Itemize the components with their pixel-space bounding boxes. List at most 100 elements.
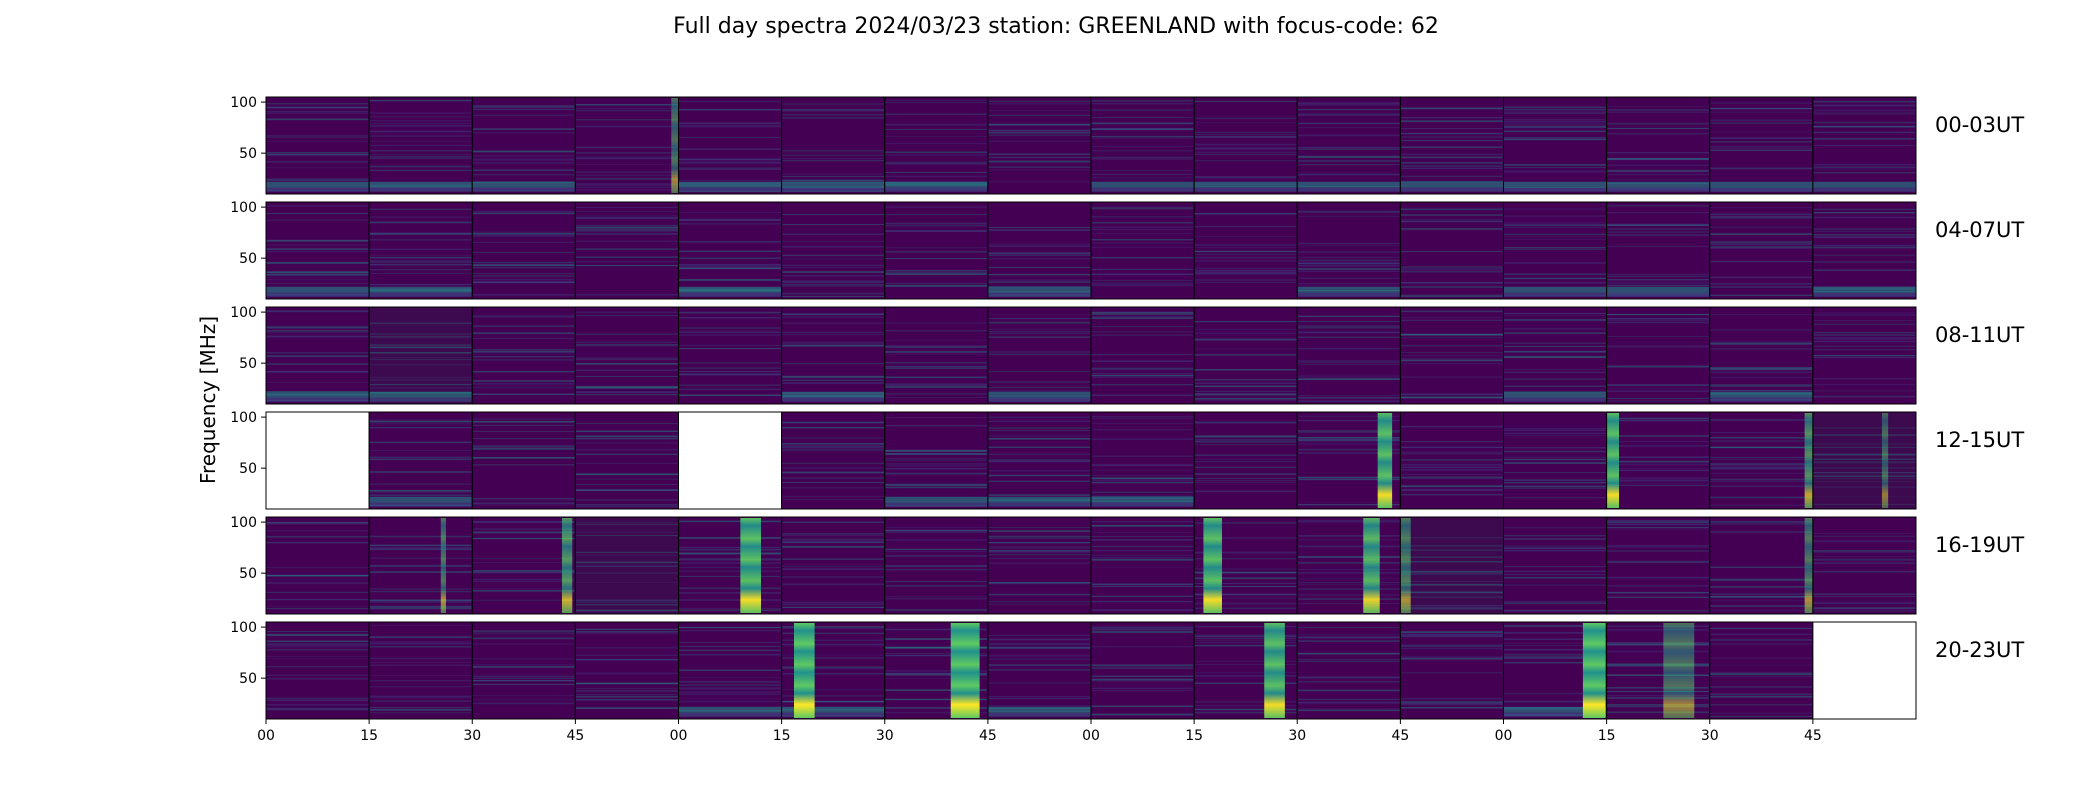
x-tick-label: 30	[463, 728, 481, 744]
spectrum-panel	[1090, 621, 1195, 720]
spectrum-panel	[987, 516, 1092, 615]
x-tick-label: 15	[773, 728, 791, 744]
spectrum-panel	[368, 516, 473, 615]
spectrum-panel	[1399, 201, 1504, 300]
spectrum-panel	[1090, 411, 1195, 510]
spectrum-panel	[987, 96, 1092, 195]
spectrum-panel	[1193, 621, 1298, 720]
spectrum-panel	[987, 201, 1092, 300]
spectrum-panel	[1090, 516, 1195, 615]
row-label: 08-11UT	[1935, 323, 2024, 347]
spectrum-panel	[574, 96, 679, 195]
spectrum-panel	[1709, 306, 1814, 405]
spectrum-panel	[1606, 201, 1711, 300]
x-tick-label: 30	[876, 728, 894, 744]
spectrum-panel	[574, 621, 679, 720]
spectrum-panel	[1193, 201, 1298, 300]
spectrum-panel	[1606, 516, 1711, 615]
spectrum-panel	[678, 411, 783, 510]
spectrum-panel	[368, 96, 473, 195]
y-tick-label: 100	[230, 305, 257, 321]
x-axis: 00 15 30 45 00 15 30 45 00 15 30 45 00 15 30 45	[257, 719, 1822, 744]
spectrum-panel	[1812, 201, 1917, 300]
spectrum-panel	[1709, 411, 1814, 510]
spectrum-panel	[1812, 96, 1917, 195]
spectrum-panel	[1503, 201, 1608, 300]
spectra-row-04-07UT: 100 50 04-07UT	[230, 200, 2024, 300]
spectrum-panel	[884, 516, 989, 615]
spectrum-panel	[471, 516, 576, 615]
x-tick-label: 15	[360, 728, 378, 744]
y-tick-label: 100	[230, 200, 257, 216]
spectrum-panel	[781, 306, 886, 405]
spectrum-panel	[368, 306, 473, 405]
spectrum-panel	[1296, 306, 1401, 405]
spectrum-panel	[884, 306, 989, 405]
spectrum-panel	[1090, 201, 1195, 300]
chart-title: Full day spectra 2024/03/23 station: GRE…	[673, 14, 1439, 39]
spectrum-panel	[1709, 516, 1814, 615]
x-tick-label: 45	[1804, 728, 1822, 744]
spectra-rows: 100 50 00-03UT 100 50 04-07UT 100 50 08-11UT 100 5…	[230, 95, 2024, 720]
spectrum-panel	[265, 306, 370, 405]
spectrum-panel	[1399, 516, 1504, 615]
spectrum-panel	[574, 516, 679, 615]
y-tick-label: 50	[239, 356, 257, 372]
x-tick-label: 15	[1598, 728, 1616, 744]
x-tick-label: 45	[979, 728, 997, 744]
spectra-row-00-03UT: 100 50 00-03UT	[230, 95, 2024, 195]
spectrum-panel	[884, 411, 989, 510]
y-tick-label: 50	[239, 671, 257, 687]
x-tick-label: 45	[566, 728, 584, 744]
spectrum-panel	[884, 201, 989, 300]
spectrum-panel	[265, 516, 370, 615]
spectrum-panel	[1296, 96, 1401, 195]
x-tick-label: 45	[1391, 728, 1409, 744]
spectrum-panel	[1399, 306, 1504, 405]
spectrum-panel	[781, 96, 886, 195]
spectrum-panel	[471, 621, 576, 720]
spectra-row-16-19UT: 100 50 16-19UT	[230, 515, 2024, 615]
spectrum-panel	[1503, 516, 1608, 615]
spectrum-panel	[471, 306, 576, 405]
spectrum-panel	[1399, 96, 1504, 195]
spectrum-panel	[1503, 411, 1608, 510]
spectrum-panel	[781, 411, 886, 510]
y-tick-label: 100	[230, 95, 257, 111]
row-label: 04-07UT	[1935, 218, 2024, 242]
spectrum-panel	[574, 306, 679, 405]
spectrum-panel	[678, 516, 783, 615]
spectrum-panel	[884, 621, 989, 720]
spectrum-panel	[1812, 411, 1917, 510]
row-label: 12-15UT	[1935, 428, 2024, 452]
spectrum-panel	[1606, 621, 1711, 720]
spectra-row-12-15UT: 100 50 12-15UT	[230, 410, 2024, 510]
spectrum-panel	[1296, 201, 1401, 300]
spectrum-panel	[781, 516, 886, 615]
spectrum-panel	[678, 96, 783, 195]
x-tick-label: 30	[1288, 728, 1306, 744]
spectrum-panel	[1709, 621, 1814, 720]
spectrum-panel	[1606, 411, 1711, 510]
spectrum-panel	[987, 306, 1092, 405]
spectrum-panel	[265, 621, 370, 720]
spectrum-panel	[1296, 516, 1401, 615]
spectrum-panel	[1709, 201, 1814, 300]
spectrum-panel	[1812, 621, 1917, 720]
spectrum-panel	[574, 411, 679, 510]
y-tick-label: 50	[239, 146, 257, 162]
spectrum-panel	[678, 306, 783, 405]
spectrum-panel	[265, 411, 370, 510]
spectrum-panel	[987, 411, 1092, 510]
spectrum-panel	[471, 201, 576, 300]
spectra-row-20-23UT: 100 50 20-23UT	[230, 620, 2024, 720]
spectrum-panel	[1812, 516, 1917, 615]
spectrum-panel	[1193, 516, 1298, 615]
spectrum-panel	[471, 96, 576, 195]
spectrum-panel	[1296, 621, 1401, 720]
x-tick-label: 15	[1185, 728, 1203, 744]
y-axis-label: Frequency [MHz]	[196, 316, 220, 484]
spectrum-panel	[368, 621, 473, 720]
x-tick-label: 00	[1495, 728, 1513, 744]
